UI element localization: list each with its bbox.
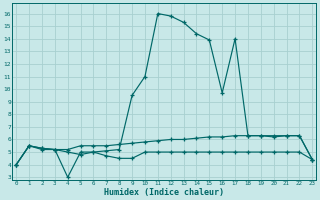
X-axis label: Humidex (Indice chaleur): Humidex (Indice chaleur) [104,188,224,197]
